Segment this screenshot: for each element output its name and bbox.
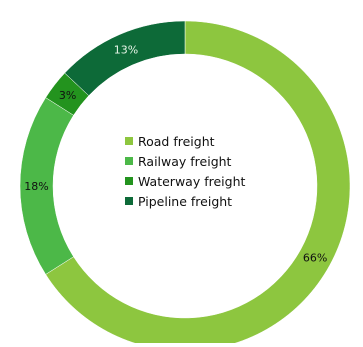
legend-swatch-waterway-freight bbox=[125, 177, 133, 185]
legend-swatch-pipeline-freight bbox=[125, 197, 133, 205]
legend-label-pipeline-freight: Pipeline freight bbox=[138, 194, 232, 209]
data-label-railway-freight: 18% bbox=[24, 180, 48, 193]
legend-label-railway-freight: Railway freight bbox=[138, 154, 232, 169]
data-labels: 66% 18% 3% 13% bbox=[24, 44, 327, 265]
donut-slices bbox=[19, 20, 351, 347]
legend: Road freight Railway freight Waterway frei… bbox=[125, 134, 245, 209]
data-label-road-freight: 66% bbox=[303, 252, 327, 265]
legend-swatch-road-freight bbox=[125, 137, 133, 145]
legend-label-road-freight: Road freight bbox=[138, 134, 215, 149]
data-label-waterway-freight: 3% bbox=[59, 89, 76, 102]
legend-label-waterway-freight: Waterway freight bbox=[138, 174, 245, 189]
legend-swatch-railway-freight bbox=[125, 157, 133, 165]
slice-road-freight bbox=[45, 20, 351, 347]
slice-pipeline-freight bbox=[64, 20, 186, 96]
data-label-pipeline-freight: 13% bbox=[114, 44, 138, 57]
